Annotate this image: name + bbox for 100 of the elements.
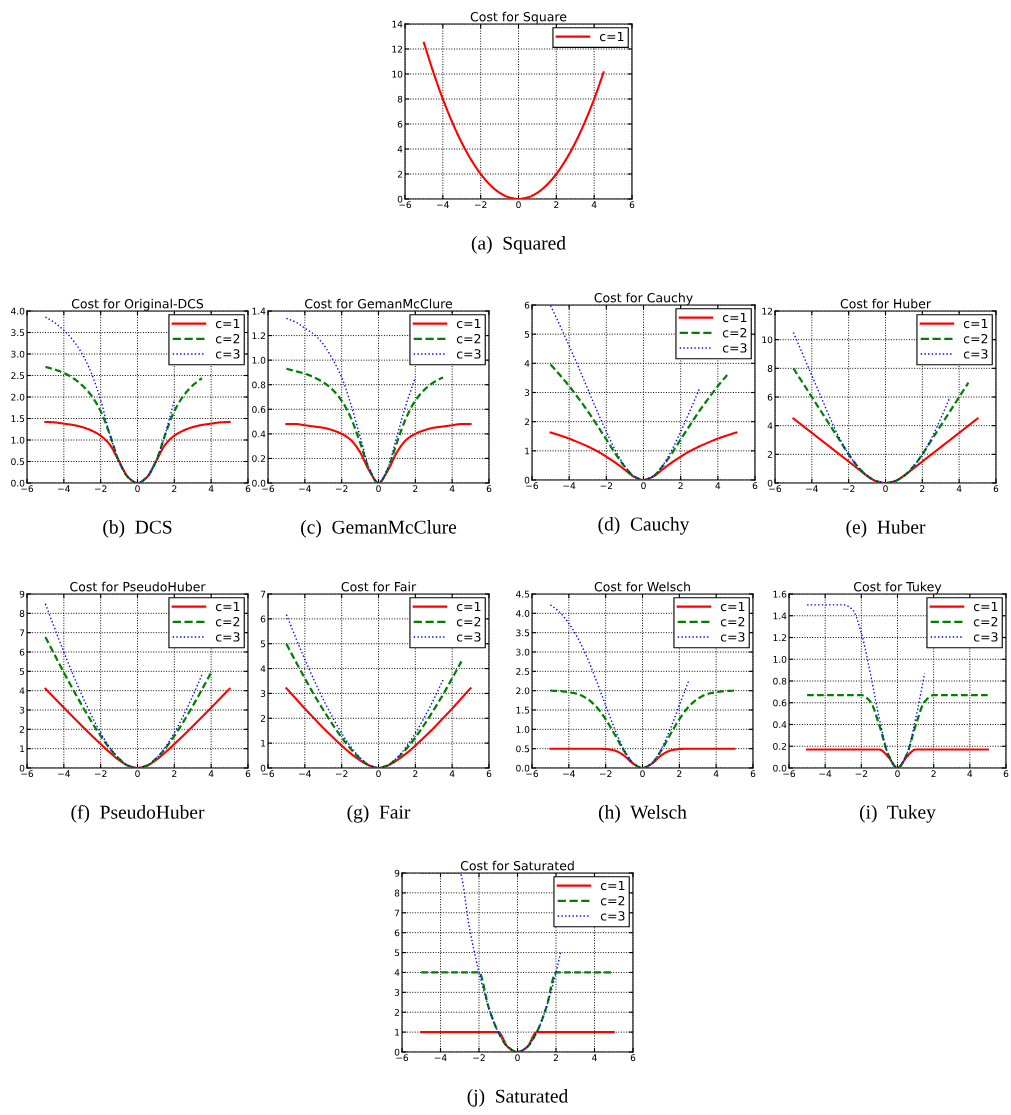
y-tick-label: 6 [19, 648, 25, 656]
x-tick-label: −4 [58, 485, 70, 492]
y-tick-label: 4 [394, 969, 400, 976]
legend-label: c=1 [215, 318, 240, 329]
text: (h) Welsch [598, 805, 687, 823]
legend-label: c=1 [456, 601, 481, 612]
y-tick-label: 4 [397, 145, 403, 153]
x-tick-label: −2 [842, 485, 855, 492]
x-tick-label: 4 [208, 485, 214, 492]
x-tick-label: 6 [630, 1054, 636, 1062]
x-tick-label: 0 [640, 770, 645, 778]
y-tick-label: 12 [762, 307, 773, 315]
legend-label: c=1 [722, 312, 747, 323]
y-tick-label: 0.8 [252, 381, 266, 389]
x-tick-label: 4 [715, 482, 721, 489]
y-tick-label: 2 [394, 1008, 400, 1016]
x-tick-label: 2 [172, 485, 177, 492]
legend-label: c=3 [600, 911, 625, 921]
y-tick-label: 8 [767, 365, 773, 372]
y-tick-label: 4 [260, 665, 266, 672]
x-tick-label: 6 [245, 485, 251, 493]
y-tick-label: 2.0 [516, 687, 530, 695]
legend-label: c=2 [600, 895, 625, 906]
y-tick-label: 9 [19, 590, 25, 598]
y-tick-label: 0 [260, 764, 266, 772]
legend-label: c=1 [215, 601, 240, 612]
y-tick-label: 5 [19, 668, 25, 675]
y-tick-label: 0.8 [773, 677, 787, 685]
y-tick-label: 1.4 [773, 612, 787, 620]
y-tick-label: 3.0 [516, 648, 530, 656]
x-tick-label: −4 [299, 485, 311, 492]
text: (b) DCS [103, 520, 172, 538]
y-tick-label: 6 [397, 120, 403, 128]
x-tick-label: 2 [554, 201, 559, 208]
chart-title: Cost for Original-DCS [71, 298, 204, 311]
y-tick-label: 2.0 [11, 393, 25, 401]
y-tick-label: 0 [394, 1048, 400, 1056]
y-tick-label: 8 [397, 95, 403, 103]
y-tick-label: 3 [19, 706, 25, 714]
legend-label: c=1 [456, 318, 481, 329]
x-tick-label: 4 [592, 1054, 597, 1061]
x-tick-label: −6 [262, 485, 275, 493]
legend-label: c=2 [722, 327, 747, 338]
y-tick-label: 5 [394, 949, 400, 957]
text: (d) Cauchy [598, 516, 690, 535]
y-tick-label: 1.5 [11, 415, 25, 423]
y-tick-label: 2 [767, 451, 773, 458]
chart-title: Cost for Welsch [594, 581, 690, 592]
y-tick-label: 2.5 [11, 372, 25, 380]
x-tick-label: −4 [563, 482, 576, 489]
legend-label: c=1 [973, 601, 998, 612]
x-tick-label: 0 [895, 770, 900, 778]
x-tick-label: 6 [486, 770, 492, 778]
y-tick-label: 4.0 [11, 307, 25, 315]
y-tick-label: 0.6 [773, 699, 787, 707]
x-tick-label: −2 [94, 770, 107, 777]
y-tick-label: 5 [260, 640, 266, 648]
x-tick-label: 6 [486, 485, 492, 493]
y-tick-label: 9 [394, 869, 400, 877]
y-tick-label: 0.0 [11, 479, 25, 487]
text: (c) GemanMcClure [301, 520, 457, 538]
legend-label: c=2 [963, 333, 988, 344]
x-tick-label: −6 [262, 770, 275, 778]
x-tick-label: 6 [750, 770, 756, 778]
legend-label: c=2 [973, 616, 998, 627]
x-tick-label: 2 [553, 1054, 558, 1061]
x-tick-label: −4 [58, 770, 70, 777]
x-tick-label: 0 [641, 482, 646, 490]
y-tick-label: 0.0 [516, 764, 530, 772]
legend-label: c=1 [963, 318, 988, 329]
x-tick-label: −4 [563, 770, 575, 777]
y-tick-label: 4.0 [516, 610, 530, 617]
x-tick-label: −6 [21, 770, 34, 778]
x-tick-label: −2 [473, 1054, 485, 1061]
y-tick-label: 4 [19, 687, 25, 695]
y-tick-label: 1.0 [773, 655, 787, 663]
y-tick-label: 1.2 [773, 634, 787, 641]
y-tick-label: 0.4 [252, 430, 266, 438]
legend-label: c=3 [963, 349, 988, 359]
y-tick-label: 1.0 [11, 436, 25, 444]
x-tick-label: −6 [396, 1054, 409, 1062]
legend-label: c=2 [215, 333, 240, 344]
text: (e) Huber [846, 520, 926, 538]
y-tick-label: 0.2 [252, 455, 266, 462]
x-tick-label: 6 [245, 770, 251, 778]
y-tick-label: 1 [261, 739, 266, 747]
y-tick-label: 0.6 [252, 406, 266, 413]
x-tick-label: 6 [993, 485, 999, 493]
y-tick-label: 2 [19, 726, 25, 733]
y-tick-label: 8 [19, 610, 25, 617]
legend-label: c=2 [456, 616, 481, 627]
x-tick-label: 4 [956, 485, 962, 492]
legend-label: c=2 [720, 616, 745, 627]
x-tick-label: 2 [677, 770, 682, 777]
legend-label: c=2 [456, 333, 481, 344]
y-tick-label: 4.5 [516, 590, 530, 598]
legend-label: c=1 [720, 601, 745, 612]
y-tick-label: 3.5 [516, 629, 530, 637]
y-tick-label: 1.4 [252, 307, 266, 315]
y-tick-label: 1.0 [516, 726, 530, 733]
